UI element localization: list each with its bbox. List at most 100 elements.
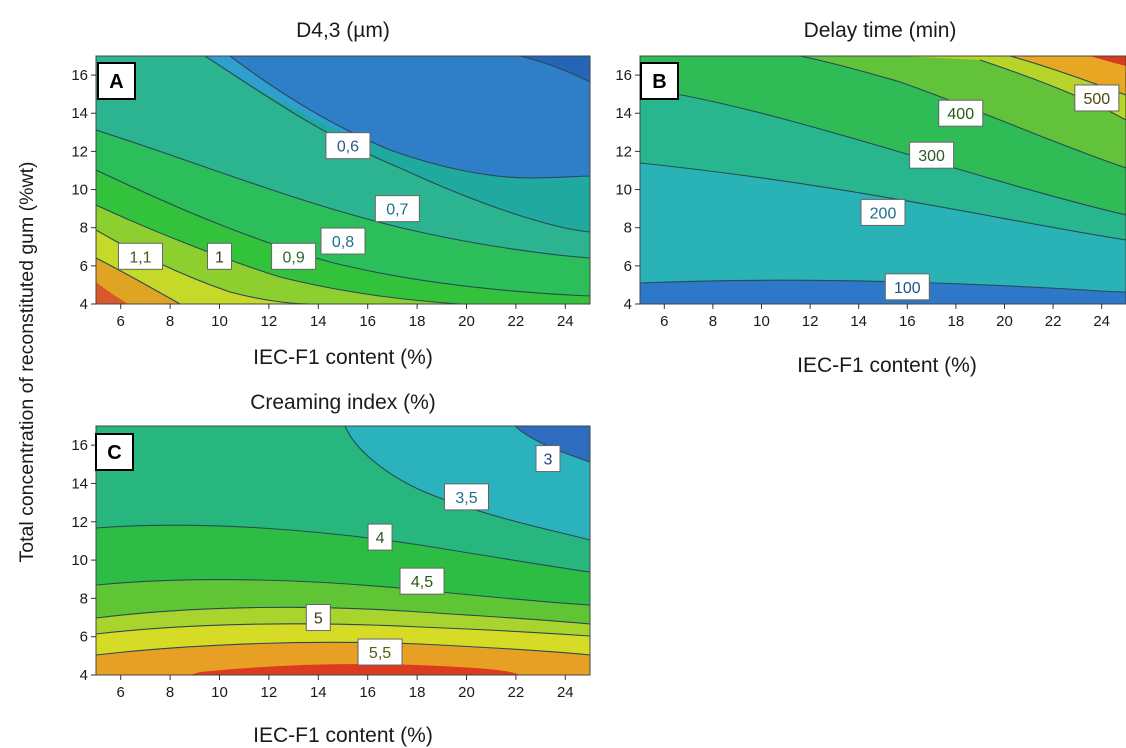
x-tick-label: 22 [508,313,525,330]
contour-label: 5 [305,604,331,632]
contour-line [96,257,181,304]
contour-label-text: 0,6 [337,139,359,156]
panel-a-axes: 6 8 10 12 14 16 18 20 22 24 4 6 8 10 12 14 16 [71,67,573,330]
x-tick-label: 22 [1045,313,1062,330]
x-tick-label: 12 [261,684,278,701]
band [96,642,590,675]
panel-a-contour-labels: 0,6 0,7 0,8 0,9 1 1,1 [117,132,420,270]
contour-label-text: 3 [544,452,553,469]
y-tick-label: 10 [615,182,632,199]
panel-b-contour-labels: 100 200 300 400 500 [860,84,1120,301]
x-tick-label: 22 [508,684,525,701]
band [96,282,128,304]
band [520,56,590,82]
y-tick-label: 4 [80,667,88,684]
contour-label: 100 [884,273,930,301]
x-tick-label: 16 [899,313,916,330]
x-tick-label: 20 [996,313,1013,330]
contour-label: 500 [1074,84,1120,112]
contour-label-box [374,195,420,223]
panel-c-frame [95,425,591,676]
contour-label: 4,5 [399,567,445,595]
contour-label-text: 1 [215,249,224,266]
contour-label-box [1074,84,1120,112]
panel-c-contour-fill [96,426,590,675]
x-tick-label: 16 [359,684,376,701]
y-tick-label: 10 [71,552,88,569]
contour-label-text: 200 [870,205,897,222]
contour-line [96,606,590,625]
panel-c-axes: 6 8 10 12 14 16 18 20 22 24 4 6 8 10 12 14 16 [71,437,573,701]
contour-label-text: 4 [376,530,385,547]
y-tick-label: 6 [80,258,88,275]
y-tick-label: 16 [71,437,88,454]
band [1090,56,1126,66]
contour-label-text: 0,7 [386,202,408,219]
contour-line [799,56,1126,169]
band [640,56,1126,168]
x-tick-label: 8 [166,313,174,330]
panel-a-contour-fill [96,56,590,304]
contour-label: 5,5 [357,638,403,666]
contour-label-box [357,638,403,666]
panel-b-letter: B [652,71,666,93]
contour-label-box [117,242,163,270]
x-tick-label: 10 [753,313,770,330]
contour-label-box [320,227,366,255]
contour-label-text: 1,1 [129,249,151,266]
y-tick-label: 14 [71,105,88,122]
y-tick-label: 4 [80,296,88,313]
contour-line [96,579,590,606]
x-tick-label: 16 [359,313,376,330]
contour-label: 0,7 [374,195,420,223]
contour-label-box [938,99,984,127]
panel-a-letter-box [97,62,136,100]
contour-label: 3 [535,445,561,473]
contour-label-text: 0,8 [332,234,354,251]
y-tick-label: 12 [71,143,88,160]
contour-label-box [271,242,317,270]
x-tick-label: 18 [409,684,426,701]
contour-label: 200 [860,198,906,226]
x-tick-label: 20 [458,313,475,330]
contour-line [96,524,590,573]
contour-label-text: 5,5 [369,645,391,662]
panel-b: Delay time (min) B 6 8 10 12 14 16 18 20 22 24 4 6 8… [615,19,1126,377]
band [96,230,310,304]
panel-c-x-label: IEC-F1 content (%) [253,724,433,747]
x-tick-label: 12 [802,313,819,330]
contour-label-text: 5 [314,611,323,628]
contour-label-box [367,523,393,551]
x-tick-label: 6 [117,684,125,701]
contour-line [96,204,461,304]
contour-line [640,87,1126,216]
contour-label: 1 [207,242,232,270]
contour-label: 3,5 [444,483,489,511]
y-tick-label: 8 [80,220,88,237]
contour-label-text: 500 [1083,91,1110,108]
contour-line [979,59,1126,121]
panel-b-title: Delay time (min) [804,19,957,42]
x-tick-label: 24 [557,313,574,330]
contour-label-box [444,483,489,511]
x-tick-label: 6 [660,313,668,330]
panel-c-letter: C [107,442,121,464]
contour-label-box [909,141,955,169]
contour-line [96,169,590,297]
contour-label: 0,6 [325,132,371,160]
contour-label: 4 [367,523,393,551]
y-tick-label: 8 [80,590,88,607]
contour-line [344,426,590,541]
panel-b-contour-fill [640,56,1126,304]
y-tick-label: 12 [615,143,632,160]
x-tick-label: 20 [458,684,475,701]
x-tick-label: 10 [211,684,228,701]
contour-label-box [207,242,232,270]
y-tick-label: 10 [71,182,88,199]
band [515,426,590,462]
x-tick-label: 24 [557,684,574,701]
y-tick-label: 6 [624,258,632,275]
y-tick-label: 14 [615,105,632,122]
